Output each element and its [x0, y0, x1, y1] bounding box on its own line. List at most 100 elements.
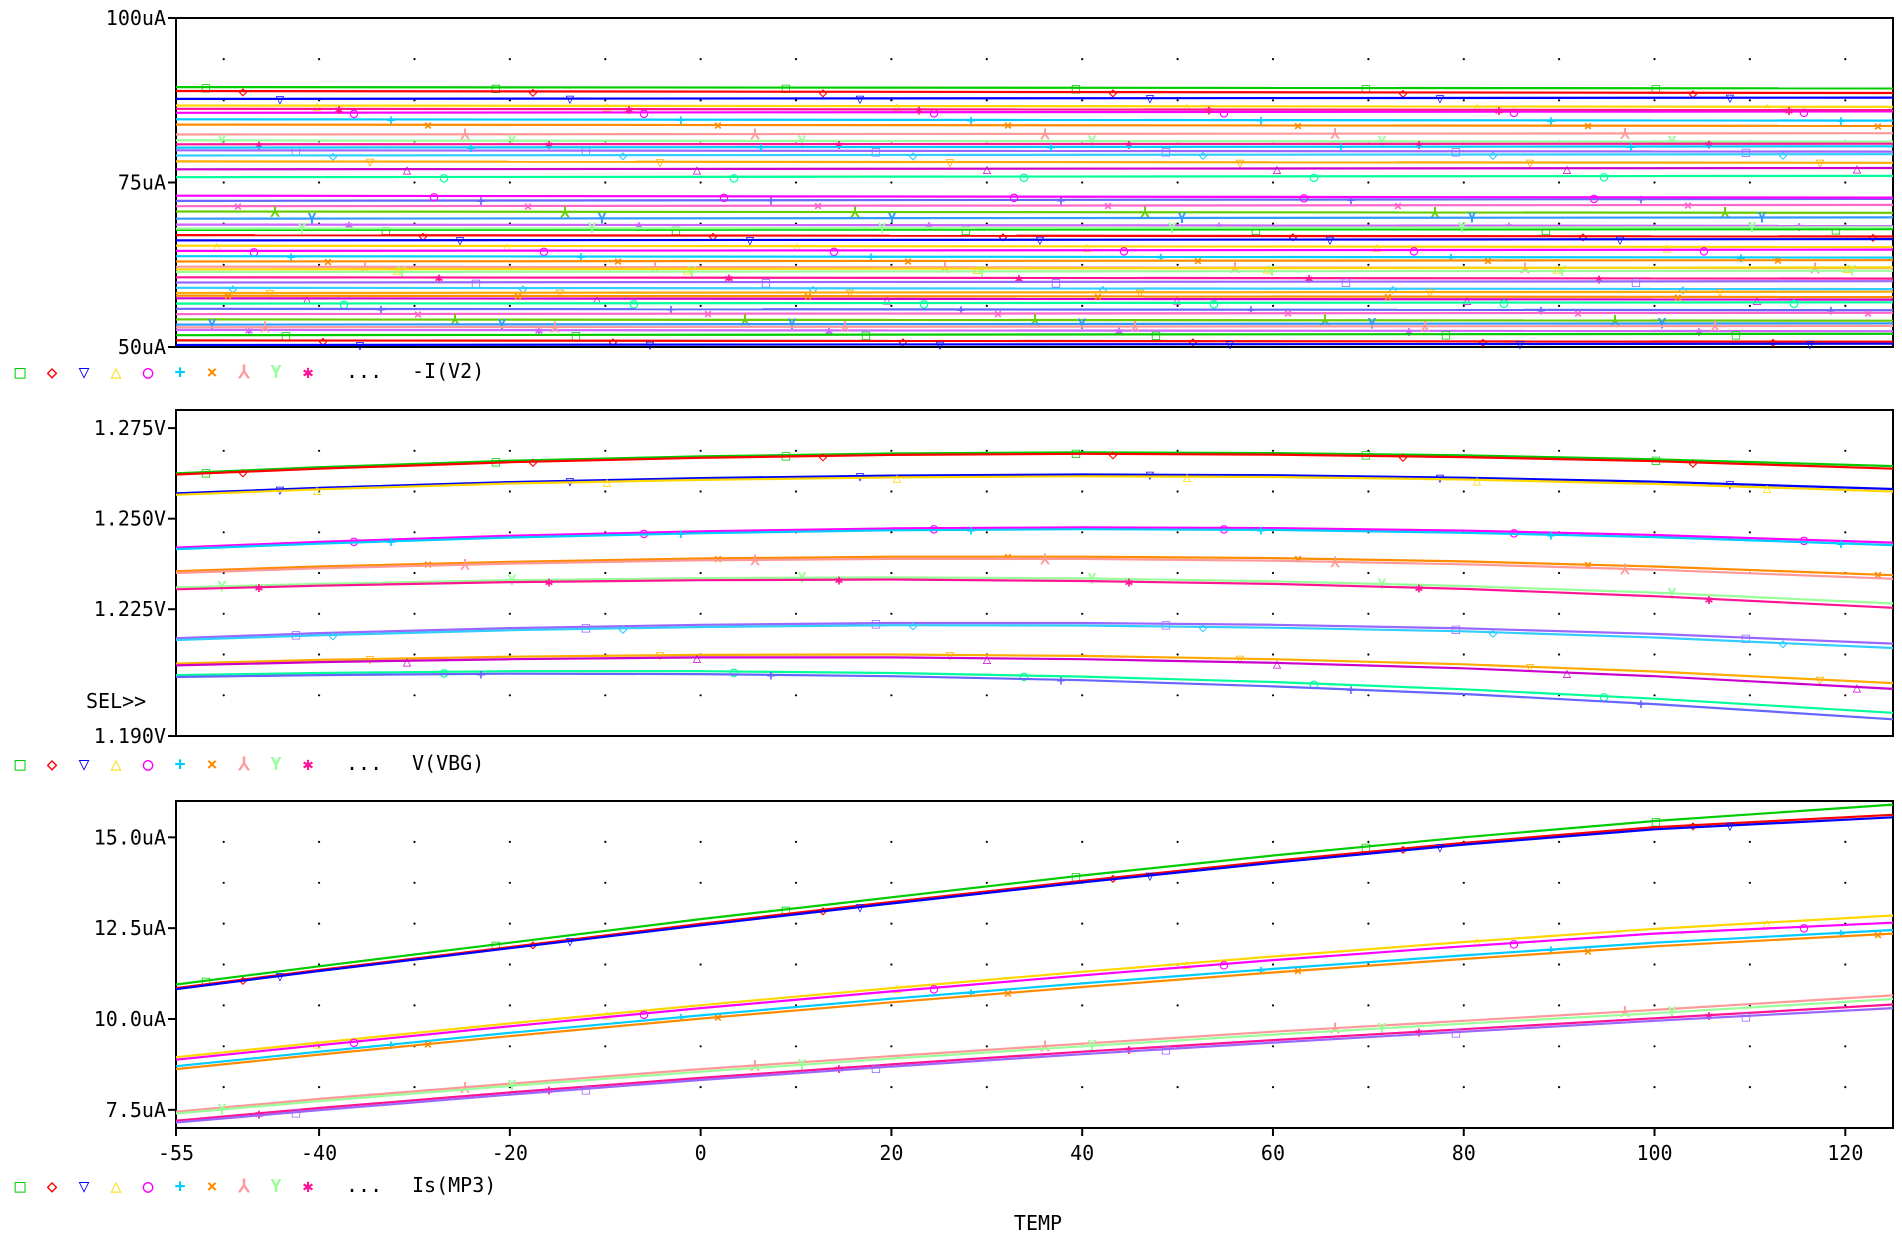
series-marker: △: [403, 162, 412, 178]
grid-dot: [985, 304, 988, 307]
y-tick-label: 1.190V: [94, 724, 166, 748]
trace-legend: □ ◇ ▽ △ ○ + × ⅄ Y ✱... Is(MP3): [15, 1173, 497, 1197]
grid-dot: [1081, 490, 1084, 493]
series-marker: ×: [1284, 306, 1292, 322]
grid-dot: [318, 840, 321, 844]
legend-symbol: △: [111, 754, 122, 775]
grid-dot: [222, 1045, 225, 1048]
grid-dot: [794, 1045, 798, 1048]
x-tick-label: -20: [492, 1141, 528, 1165]
grid-dot: [1367, 449, 1370, 452]
series-marker: ○: [1500, 296, 1509, 312]
series-marker: ◇: [229, 281, 238, 297]
series-marker: ⅄: [1430, 205, 1441, 221]
series-line: [175, 226, 1894, 230]
legend-symbol: ×: [207, 362, 218, 383]
grid-dot: [890, 99, 893, 102]
grid-dot: [1367, 571, 1370, 575]
series-group: □□□□□□◇◇◇◇◇◇▽▽▽▽▽▽△△△△△△○○○○○○++++++××××…: [175, 803, 1894, 1124]
grid-dot: [604, 449, 607, 452]
legend-symbol: ○: [143, 754, 154, 775]
grid-dot: [1558, 181, 1561, 184]
series-line: [175, 132, 1894, 136]
y-tick-label: 100uA: [106, 6, 166, 30]
series-marker: ⅄: [450, 313, 461, 329]
grid-dot: [318, 1086, 321, 1089]
grid-dot: [1748, 490, 1751, 493]
grid-dot: [413, 653, 416, 656]
grid-dot: [1176, 571, 1179, 575]
grid-dot: [1462, 263, 1465, 266]
legend-symbol: ◇: [47, 754, 58, 775]
series-marker: □: [1732, 327, 1741, 343]
series-marker: □: [1652, 814, 1661, 830]
grid-dot: [699, 571, 702, 575]
grid-dot: [985, 694, 988, 697]
grid-dot: [1176, 612, 1179, 615]
series-marker: ⅄: [1330, 555, 1341, 571]
trace-name[interactable]: Is(MP3): [412, 1173, 496, 1197]
series-marker: +: [477, 667, 485, 683]
series-marker: +: [1337, 140, 1345, 156]
series-marker: Y: [1378, 1021, 1387, 1037]
grid-dot: [1176, 881, 1179, 884]
series-line: [175, 452, 1894, 476]
series-line: [175, 914, 1894, 1059]
grid-dot: [413, 571, 416, 575]
grid-dot: [985, 263, 988, 266]
series-marker: +: [1447, 250, 1455, 266]
series-marker: ▽: [566, 934, 575, 950]
series-marker: ▽: [1146, 868, 1155, 884]
series-line: [175, 803, 1894, 986]
series-marker: ▽: [946, 648, 955, 664]
series-marker: ⅄: [1610, 314, 1621, 330]
series-marker: □: [1742, 631, 1751, 647]
plot-voltage-vbg[interactable]: 1.275V 1.250V 1.225V 1.190V SEL>> □ □ □ □ □ □ ◇ ◇ ◇ ◇ ◇…: [15, 409, 1894, 775]
series-marker: △: [683, 262, 692, 278]
series-line: [175, 339, 1894, 343]
series-line: [175, 997, 1894, 1115]
series-marker: Y: [798, 1058, 807, 1074]
series-marker: □: [202, 80, 211, 96]
series-line: [175, 96, 1894, 100]
series-marker: △: [1763, 100, 1772, 116]
grid-dot: [699, 304, 702, 307]
series-marker: ○: [430, 189, 439, 205]
series-marker: ◇: [1579, 229, 1588, 245]
series-marker: ○: [440, 665, 449, 681]
series-marker: +: [1257, 523, 1265, 539]
series-marker: ⅄: [1720, 206, 1731, 222]
grid-dots: [222, 840, 1847, 1089]
series-marker: ○: [730, 665, 739, 681]
series-marker: △: [893, 99, 902, 115]
grid-dot: [604, 1004, 607, 1007]
series-line: [175, 110, 1894, 114]
series-marker: ▽: [1146, 91, 1155, 107]
series-marker: ×: [1874, 119, 1882, 135]
series-marker: Y: [1088, 572, 1097, 588]
grid-dot: [413, 612, 416, 615]
plot-current-is-mp3[interactable]: 15.0uA12.5uA10.0uA7.5uA□□□□□□◇◇◇◇◇◇▽▽▽▽▽…: [15, 800, 1894, 1197]
series-marker: ⅄: [460, 1080, 471, 1096]
series-marker: Y: [308, 212, 317, 228]
series-marker: □: [1542, 222, 1551, 238]
series-marker: Y: [398, 265, 407, 281]
series-marker: ◇: [1679, 282, 1688, 298]
series-marker: □: [1152, 327, 1161, 343]
legend-symbol: △: [111, 1176, 122, 1197]
series-marker: □: [1452, 1025, 1461, 1041]
series-marker: ×: [424, 118, 432, 134]
series-marker: ◇: [1389, 282, 1398, 298]
grid-dot: [1462, 1045, 1465, 1048]
trace-name[interactable]: V(VBG): [412, 751, 484, 775]
series-marker: ○: [1510, 525, 1519, 541]
grid-dot: [318, 531, 321, 534]
series-marker: ◇: [329, 148, 338, 164]
series-marker: □: [1742, 145, 1751, 161]
series-marker: ◇: [319, 334, 328, 350]
series-marker: +: [967, 985, 975, 1001]
series-marker: ▽: [946, 155, 955, 171]
trace-name[interactable]: -I(V2): [412, 359, 484, 383]
grid-dot: [1176, 263, 1179, 266]
